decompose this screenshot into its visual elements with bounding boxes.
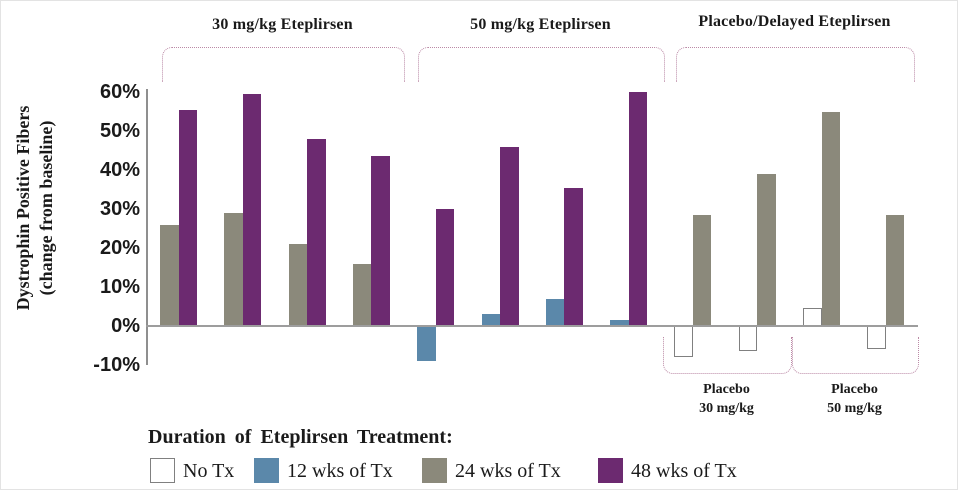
bar-12-wks-of-tx [481, 314, 500, 326]
subgroup-bracket-placebo-30mg [663, 337, 792, 374]
group-bracket-50mg [418, 47, 665, 82]
bar-24-wks-of-tx [885, 214, 905, 326]
group-header-30mg: 30 mg/kg Eteplirsen [212, 16, 353, 33]
legend-label: 48 wks of Tx [631, 460, 737, 482]
bar-24-wks-of-tx [757, 173, 776, 326]
subgroup-bracket-placebo-50mg [792, 337, 919, 374]
legend-label: 24 wks of Tx [455, 460, 561, 482]
zero-baseline [146, 325, 918, 327]
legend-swatch-icon [598, 458, 623, 483]
bar-24-wks-of-tx [160, 224, 179, 326]
group-header-placebo: Placebo/Delayed Eteplirsen [698, 13, 891, 30]
subgroup-label-placebo-50mg: Placebo 50 mg/kg [792, 380, 917, 418]
bar-24-wks-of-tx [224, 212, 243, 326]
bar-48-wks-of-tx [628, 92, 648, 326]
subgroup-label-line1: Placebo [831, 382, 878, 397]
bar-24-wks-of-tx [352, 263, 372, 326]
bar-48-wks-of-tx [242, 93, 262, 326]
subgroup-label-line2: 30 mg/kg [699, 401, 754, 416]
bar-48-wks-of-tx [371, 156, 390, 326]
legend-label: No Tx [183, 460, 235, 482]
y-tick-label: 0% [111, 315, 140, 337]
y-tick-label: 40% [99, 159, 140, 181]
legend-swatch-icon [150, 458, 175, 483]
y-tick-label: -10% [93, 354, 140, 376]
bar-12-wks-of-tx [417, 326, 436, 362]
y-axis-line [146, 89, 148, 365]
bar-48-wks-of-tx [435, 209, 455, 326]
bar-12-wks-of-tx [610, 320, 629, 326]
bar-48-wks-of-tx [500, 146, 519, 326]
bar-48-wks-of-tx [178, 109, 197, 326]
bar-24-wks-of-tx [692, 214, 712, 326]
subgroup-label-line1: Placebo [703, 382, 750, 397]
y-axis-title-line2: (change from baseline) [36, 120, 56, 296]
legend-item-no-tx: No Tx [150, 458, 234, 483]
legend-title: Duration of Eteplirsen Treatment: [148, 426, 453, 448]
subgroup-label-placebo-30mg: Placebo 30 mg/kg [663, 380, 790, 418]
legend-item-24-wks-of-tx: 24 wks of Tx [422, 458, 561, 483]
bar-48-wks-of-tx [564, 187, 583, 326]
bar-24-wks-of-tx [821, 111, 840, 326]
bar-48-wks-of-tx [307, 138, 326, 326]
y-tick-label: 20% [99, 237, 140, 259]
bar-no-tx [803, 308, 822, 326]
legend-item-48-wks-of-tx: 48 wks of Tx [598, 458, 737, 483]
group-bracket-placebo [676, 47, 915, 82]
y-axis-title-line1: Dystrophin Positive Fibers [13, 105, 33, 311]
y-tick-label: 60% [99, 81, 140, 103]
y-axis-title: Dystrophin Positive Fibers (change from … [12, 73, 64, 343]
bar-24-wks-of-tx [288, 244, 308, 326]
bar-12-wks-of-tx [545, 298, 565, 326]
legend-label: 12 wks of Tx [287, 460, 393, 482]
legend-item-12-wks-of-tx: 12 wks of Tx [254, 458, 393, 483]
subgroup-label-line2: 50 mg/kg [827, 401, 882, 416]
legend-swatch-icon [254, 458, 279, 483]
y-tick-label: 30% [99, 198, 140, 220]
legend-swatch-icon [422, 458, 447, 483]
group-header-50mg: 50 mg/kg Eteplirsen [470, 16, 611, 33]
group-bracket-30mg [162, 47, 405, 82]
y-tick-label: 10% [99, 276, 140, 298]
y-tick-label: 50% [99, 120, 140, 142]
